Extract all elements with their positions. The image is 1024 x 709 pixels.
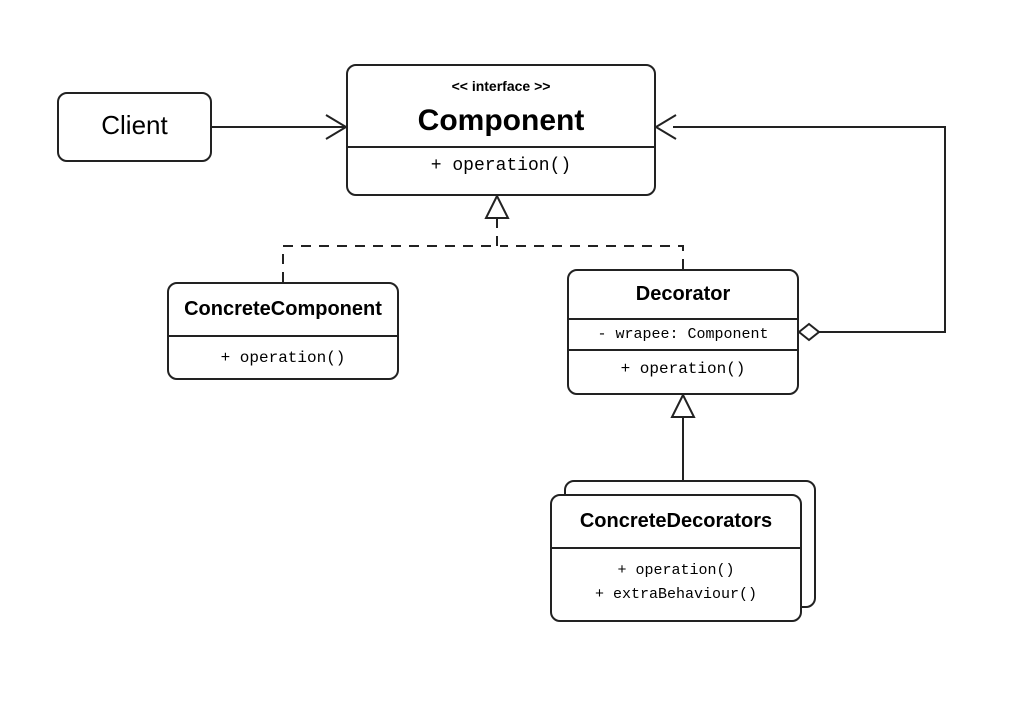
node-client-label: Client <box>59 94 210 149</box>
node-component-label: Component <box>348 94 654 146</box>
node-concrete-component-label: ConcreteComponent <box>169 284 397 335</box>
edge-client-to-component <box>212 115 346 139</box>
node-component-stereotype: << interface >> <box>348 66 654 94</box>
node-component: << interface >> Component + operation() <box>346 64 656 196</box>
edge-realization-tip <box>486 196 508 246</box>
node-concrete-decorators-op-1: + operation() <box>560 559 792 583</box>
node-component-operation: + operation() <box>348 146 654 184</box>
node-decorator-operation: + operation() <box>569 349 797 387</box>
node-decorator-label: Decorator <box>569 271 797 318</box>
edge-realization-decorator <box>500 246 683 269</box>
node-decorator: Decorator - wrapee: Component + operatio… <box>567 269 799 395</box>
node-client: Client <box>57 92 212 162</box>
edge-realization-concrete-component <box>283 246 494 282</box>
node-decorator-field: - wrapee: Component <box>569 318 797 349</box>
node-concrete-component-operation: + operation() <box>169 335 397 379</box>
node-concrete-decorators: ConcreteDecorators + operation() + extra… <box>550 494 802 622</box>
node-concrete-decorators-label: ConcreteDecorators <box>552 496 800 547</box>
node-concrete-decorators-op-2: + extraBehaviour() <box>560 583 792 607</box>
diagram-canvas: Client << interface >> Component + opera… <box>0 0 1024 709</box>
node-concrete-component: ConcreteComponent + operation() <box>167 282 399 380</box>
